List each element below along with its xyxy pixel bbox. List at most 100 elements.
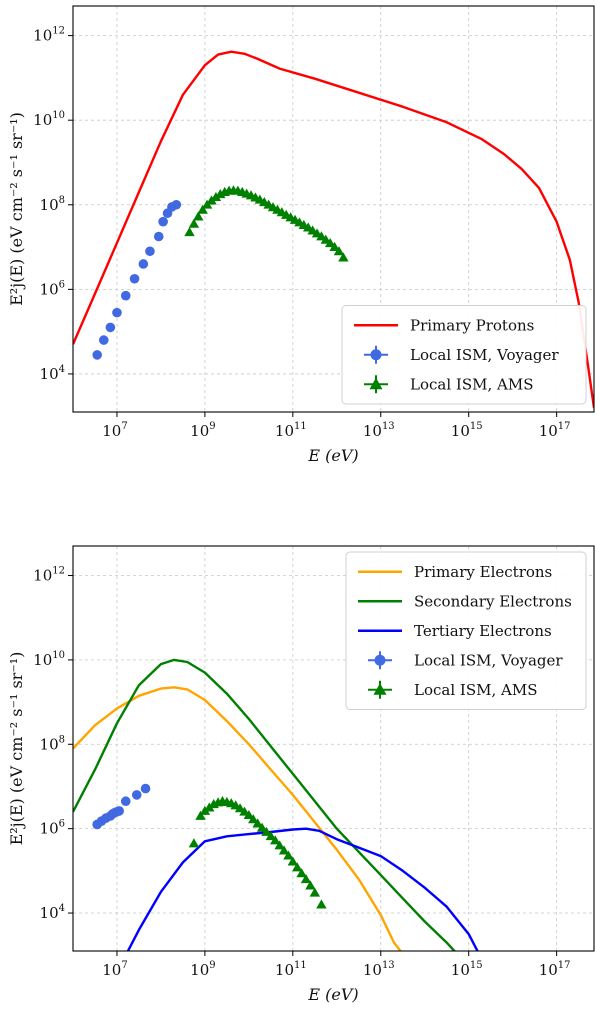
y-tick-label: 1012: [33, 566, 65, 585]
data-point-local-ism-voyager: [153, 231, 164, 242]
legend-item: Local ISM, Voyager: [368, 651, 563, 670]
data-point-local-ism-ams: [287, 856, 299, 866]
y-tick-label: 108: [40, 195, 65, 214]
x-tick-label: 107: [102, 421, 127, 440]
y-tick-label: 106: [40, 819, 65, 838]
legend-marker-circle: [370, 349, 382, 361]
data-point-local-ism-ams: [329, 241, 340, 251]
legend-item: Tertiary Electrons: [358, 622, 552, 640]
data-point-local-ism-ams: [309, 887, 321, 897]
series-line-secondary-electrons: [73, 658, 457, 951]
legend-item: Secondary Electrons: [358, 592, 572, 610]
data-point-local-ism-ams: [256, 822, 268, 832]
data-point-local-ism-voyager: [171, 199, 182, 210]
data-point-local-ism-voyager: [140, 783, 151, 794]
legend-item: Primary Protons: [354, 316, 534, 334]
data-point-local-ism-ams: [270, 835, 281, 845]
plot-area: [73, 50, 594, 408]
data-point-local-ism-ams: [325, 238, 336, 248]
axes-frame: [72, 545, 595, 952]
data-point-local-ism-voyager: [112, 307, 122, 318]
data-point-local-ism-ams: [265, 831, 277, 841]
legend-marker-triangle: [369, 377, 383, 390]
legend-item: Local ISM, AMS: [364, 375, 533, 394]
x-tick-label: 1013: [363, 421, 395, 440]
data-point-local-ism-ams: [316, 899, 327, 909]
x-tick-label: 1017: [539, 421, 571, 440]
x-axis: 107 109 1011 1013 1015 1017: [102, 951, 571, 979]
series-line-tertiary-electrons: [126, 827, 479, 951]
series-line-primary-electrons: [73, 686, 403, 951]
legend-box: [345, 551, 587, 710]
y-axis: 104 106 108 1010 1012: [33, 26, 73, 383]
x-tick-label: 109: [190, 960, 215, 979]
legend-label: Local ISM, AMS: [410, 375, 533, 393]
legend-marker-triangle: [373, 683, 387, 695]
data-point-local-ism-voyager: [114, 806, 124, 816]
series-local-ism-voyager: [92, 783, 151, 830]
data-point-local-ism-ams: [300, 874, 312, 884]
data-point-local-ism-voyager: [120, 796, 131, 807]
legend-item: Primary Electrons: [358, 563, 552, 581]
x-tick-label: 1011: [275, 421, 307, 440]
x-axis-label: E (eV): [307, 985, 358, 1004]
x-tick-label: 1011: [275, 960, 307, 979]
data-point-local-ism-ams: [338, 252, 349, 262]
data-point-local-ism-ams: [197, 204, 208, 214]
figure-top-protons: 107 109 1011 1013 1015 1017 104 106 108 1010 1012 E…: [7, 5, 595, 465]
data-point-local-ism-voyager: [120, 290, 131, 301]
series-local-ism-voyager: [92, 199, 182, 360]
data-point-local-ism-ams: [292, 862, 303, 872]
y-tick-label: 104: [40, 364, 65, 383]
data-point-local-ism-ams: [243, 809, 255, 820]
legend-label: Primary Protons: [410, 316, 534, 334]
data-point-local-ism-voyager: [145, 246, 155, 257]
data-point-local-ism-ams: [193, 211, 204, 221]
series-line-primary-protons: [73, 50, 594, 408]
legend-label: Local ISM, AMS: [414, 681, 537, 699]
x-tick-label: 1013: [363, 960, 395, 979]
data-point-local-ism-ams: [274, 840, 285, 850]
x-tick-label: 1017: [539, 960, 571, 979]
x-axis: 107 109 1011 1013 1015 1017: [102, 412, 571, 440]
legend-label: Secondary Electrons: [414, 592, 572, 610]
legend-label: Local ISM, Voyager: [414, 651, 563, 669]
legend: Primary Electrons Secondary Electrons Tert…: [345, 551, 587, 710]
data-point-local-ism-voyager: [129, 273, 140, 284]
data-point-local-ism-ams: [333, 246, 345, 256]
data-point-local-ism-voyager: [131, 790, 142, 800]
y-tick-label: 1012: [33, 26, 65, 45]
series-local-ism-ams: [184, 185, 349, 262]
data-point-local-ism-voyager: [92, 350, 102, 360]
y-axis-label: E²j(E) (eV cm⁻² s⁻¹ sr⁻¹): [7, 652, 26, 846]
y-tick-label: 1010: [33, 110, 65, 129]
figure-bottom-electrons: 107 109 1011 1013 1015 1017 104 106 108 1010 1012 E…: [7, 545, 595, 1004]
legend-item: Local ISM, Voyager: [364, 345, 559, 364]
data-point-local-ism-ams: [195, 810, 206, 820]
legend-marker-circle: [374, 654, 386, 666]
y-tick-label: 108: [40, 734, 65, 753]
data-point-local-ism-ams: [188, 838, 200, 848]
legend-box: [341, 305, 587, 405]
legend-label: Local ISM, Voyager: [410, 346, 559, 364]
data-point-local-ism-ams: [296, 868, 307, 878]
data-point-local-ism-ams: [184, 227, 195, 237]
series-local-ism-ams: [188, 796, 327, 909]
legend-label: Primary Electrons: [414, 563, 552, 581]
legend-label: Tertiary Electrons: [414, 622, 552, 640]
data-point-local-ism-ams: [305, 880, 316, 890]
y-tick-label: 106: [40, 279, 65, 298]
x-tick-label: 109: [190, 421, 215, 440]
y-tick-label: 1010: [33, 650, 65, 669]
x-axis-label: E (eV): [307, 446, 358, 465]
data-point-local-ism-voyager: [105, 322, 116, 333]
legend-item: Local ISM, AMS: [368, 680, 537, 699]
data-point-local-ism-ams: [283, 850, 294, 860]
legend: Primary Protons Local ISM, Voyager Local I…: [341, 305, 587, 405]
data-point-local-ism-ams: [188, 218, 200, 228]
data-point-local-ism-voyager: [138, 259, 149, 269]
axes-frame: [72, 5, 595, 413]
x-tick-label: 107: [102, 960, 127, 979]
x-tick-label: 1015: [451, 421, 483, 440]
x-tick-label: 1015: [451, 960, 483, 979]
